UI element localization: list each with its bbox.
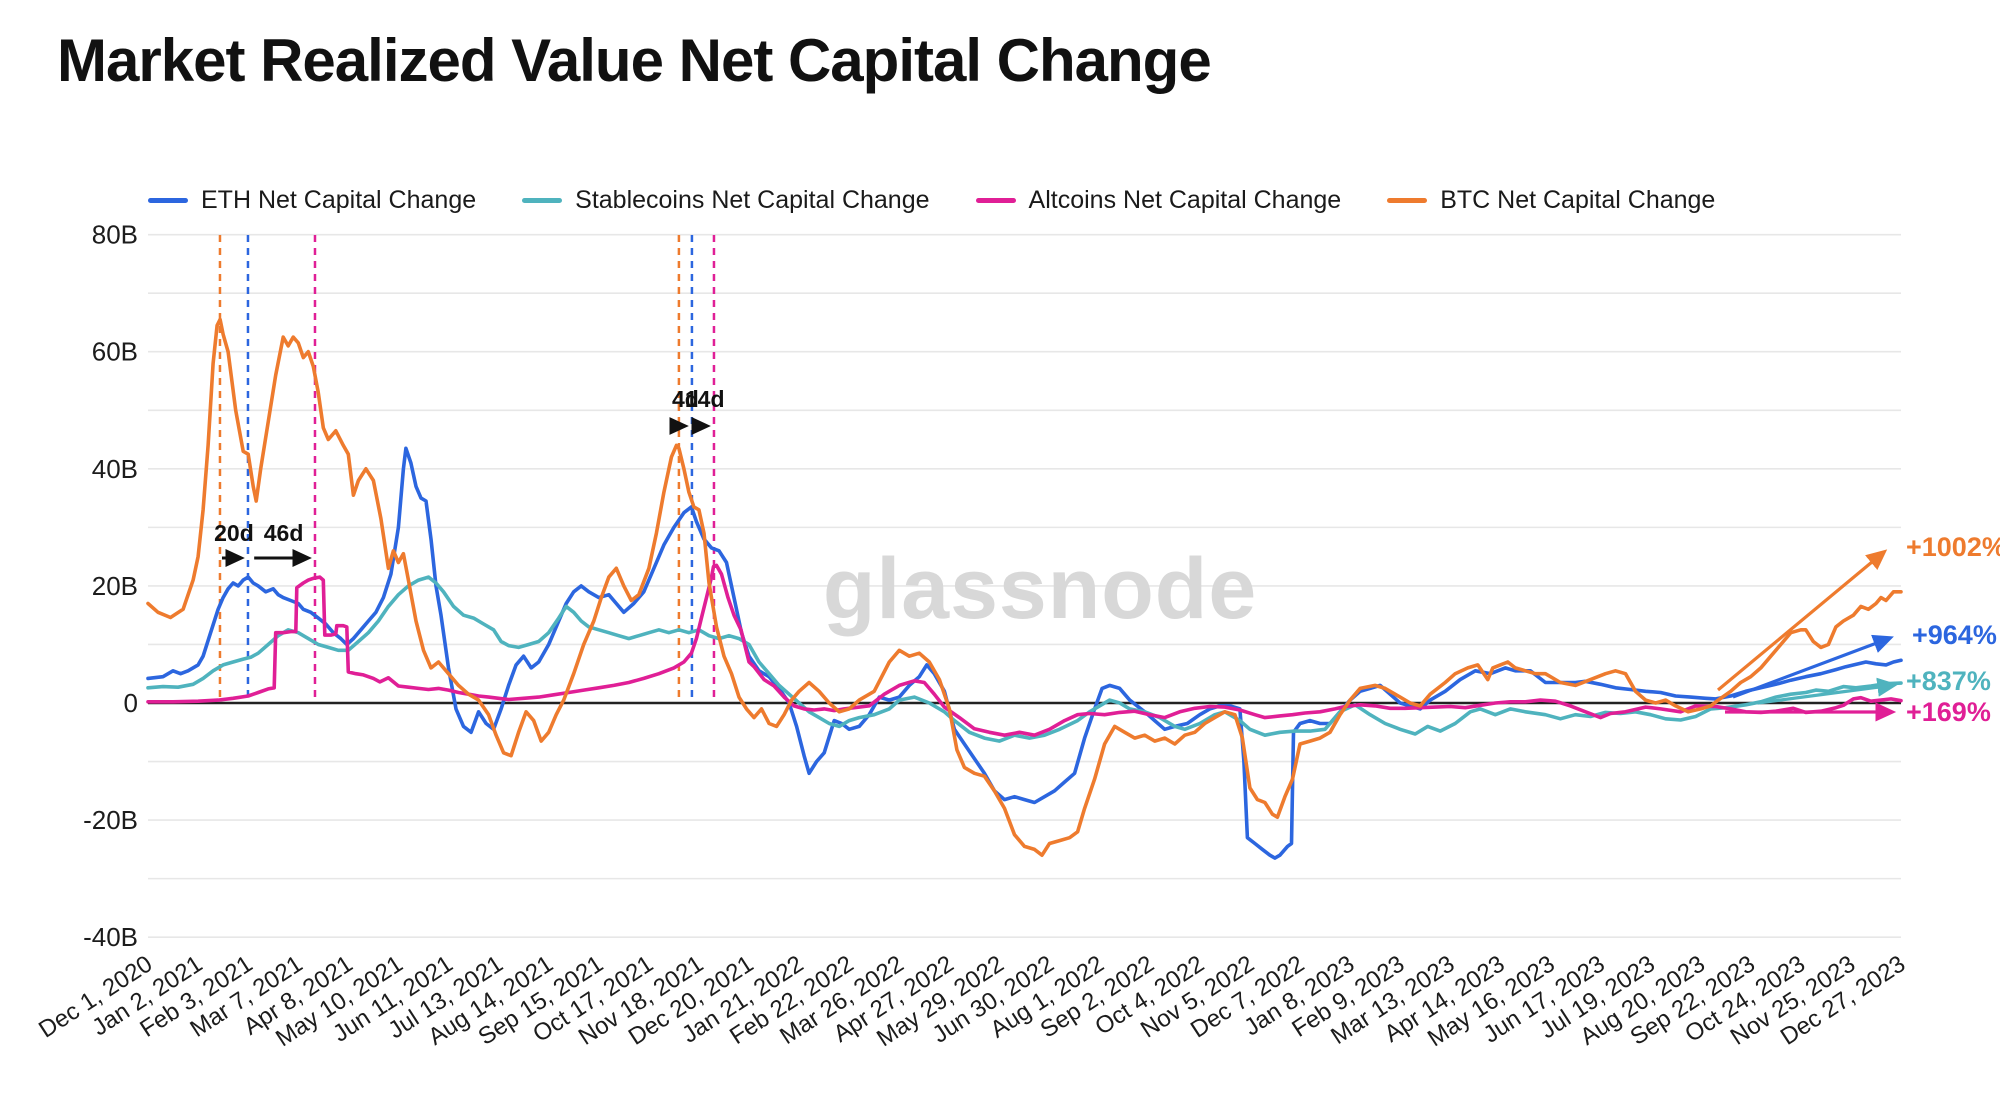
y-tick-label-20B: 20B (92, 571, 138, 601)
legend-item-btc[interactable]: BTC Net Capital Change (1387, 186, 1715, 215)
duration-label-20d: 20d (214, 520, 254, 546)
series-line-eth (146, 446, 1903, 860)
legend-swatch-stb-icon (522, 198, 563, 203)
growth-label-stb: +837% (1906, 666, 1991, 696)
y-tick-label-0: 0 (124, 688, 138, 718)
duration-label-46d: 46d (264, 520, 304, 546)
glassnode-watermark: glassnode (823, 541, 1257, 637)
growth-arrow-eth (1732, 634, 1894, 699)
y-tick-label-40B: 40B (92, 454, 138, 484)
growth-label-eth: +964% (1912, 620, 1997, 650)
legend-label-eth: ETH Net Capital Change (201, 186, 477, 214)
legend-item-alt[interactable]: Altcoins Net Capital Change (975, 186, 1342, 215)
legend-label-alt: Altcoins Net Capital Change (1028, 186, 1342, 214)
y-tick-label--40B: -40B (83, 922, 138, 952)
y-tick-label-60B: 60B (92, 337, 138, 367)
legend-swatch-btc-icon (1387, 198, 1428, 203)
legend-swatch-alt-icon (975, 198, 1016, 203)
growth-arrow-btc (1716, 549, 1888, 692)
growth-arrow-stb (1757, 677, 1899, 705)
legend-item-stb[interactable]: Stablecoins Net Capital Change (522, 186, 930, 215)
growth-label-alt: +169% (1906, 697, 1991, 727)
chart-legend: ETH Net Capital Change Stablecoins Net Ca… (148, 186, 1715, 215)
duration-label-4d: 4d (672, 386, 699, 412)
series-line-btc (146, 317, 1903, 858)
legend-item-eth[interactable]: ETH Net Capital Change (148, 186, 476, 215)
duration-label-14d: 14d (685, 386, 725, 412)
y-tick-label-80B: 80B (92, 220, 138, 250)
series-line-stb (146, 575, 1903, 743)
growth-label-btc: +1002% (1906, 532, 2000, 562)
y-tick-label--20B: -20B (83, 805, 138, 835)
chart-title: Market Realized Value Net Capital Change (57, 27, 1212, 94)
legend-label-stb: Stablecoins Net Capital Change (575, 186, 930, 214)
legend-swatch-eth-icon (148, 198, 188, 203)
legend-label-btc: BTC Net Capital Change (1440, 186, 1716, 214)
